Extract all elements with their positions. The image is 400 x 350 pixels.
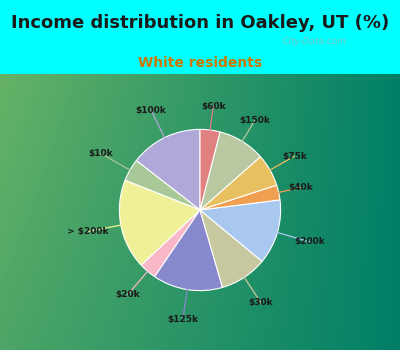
Wedge shape bbox=[200, 200, 281, 261]
Text: White residents: White residents bbox=[138, 56, 262, 70]
Wedge shape bbox=[141, 210, 200, 276]
Text: $10k: $10k bbox=[88, 149, 113, 158]
Text: $40k: $40k bbox=[288, 183, 313, 192]
Wedge shape bbox=[200, 210, 262, 287]
Wedge shape bbox=[119, 180, 200, 265]
Wedge shape bbox=[125, 161, 200, 210]
Wedge shape bbox=[155, 210, 222, 290]
Wedge shape bbox=[200, 132, 260, 210]
Text: $20k: $20k bbox=[116, 290, 140, 299]
Text: $125k: $125k bbox=[167, 315, 198, 324]
Text: City-Data.com: City-Data.com bbox=[282, 37, 346, 46]
Text: $30k: $30k bbox=[249, 299, 273, 307]
Text: $150k: $150k bbox=[239, 116, 270, 125]
Text: Income distribution in Oakley, UT (%): Income distribution in Oakley, UT (%) bbox=[11, 14, 389, 32]
Wedge shape bbox=[200, 130, 220, 210]
Text: $60k: $60k bbox=[201, 102, 226, 111]
Wedge shape bbox=[136, 130, 200, 210]
Text: > $200k: > $200k bbox=[67, 227, 108, 236]
Text: $100k: $100k bbox=[136, 106, 166, 114]
Wedge shape bbox=[200, 157, 277, 210]
Wedge shape bbox=[200, 185, 280, 210]
Text: $200k: $200k bbox=[294, 237, 325, 246]
Text: $75k: $75k bbox=[282, 152, 307, 161]
